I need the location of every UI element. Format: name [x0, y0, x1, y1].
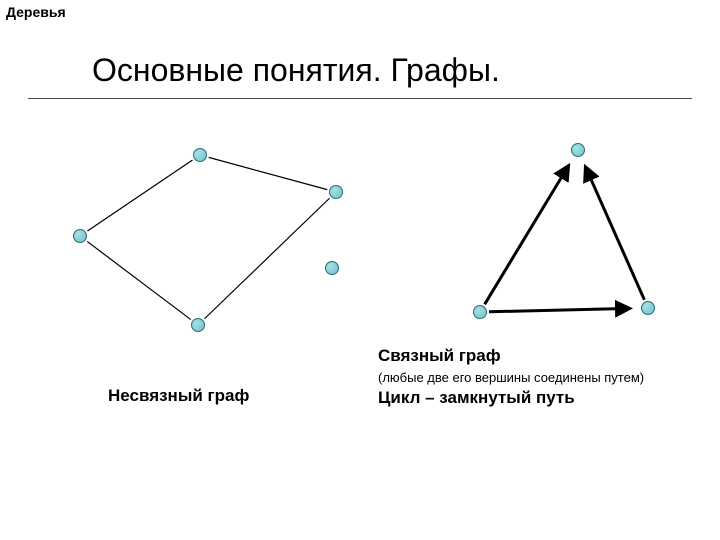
graph-edge [209, 157, 328, 189]
graph-edge [87, 160, 192, 231]
graph-node [473, 305, 487, 319]
title-underline [28, 98, 692, 99]
graph-edge [485, 165, 569, 304]
graph-node [571, 143, 585, 157]
graph-node [193, 148, 207, 162]
header-label: Деревья [0, 0, 72, 24]
graph-node [191, 318, 205, 332]
diagram-area [0, 130, 720, 410]
page-title: Основные понятия. Графы. [92, 52, 500, 89]
graph-edge [585, 166, 644, 299]
graph-node [329, 185, 343, 199]
graph-node [73, 229, 87, 243]
graph-node [641, 301, 655, 315]
graph-edge [204, 198, 329, 319]
edges-svg [0, 130, 720, 410]
graph-node [325, 261, 339, 275]
graph-edge [87, 241, 191, 319]
graph-edge [489, 308, 630, 311]
